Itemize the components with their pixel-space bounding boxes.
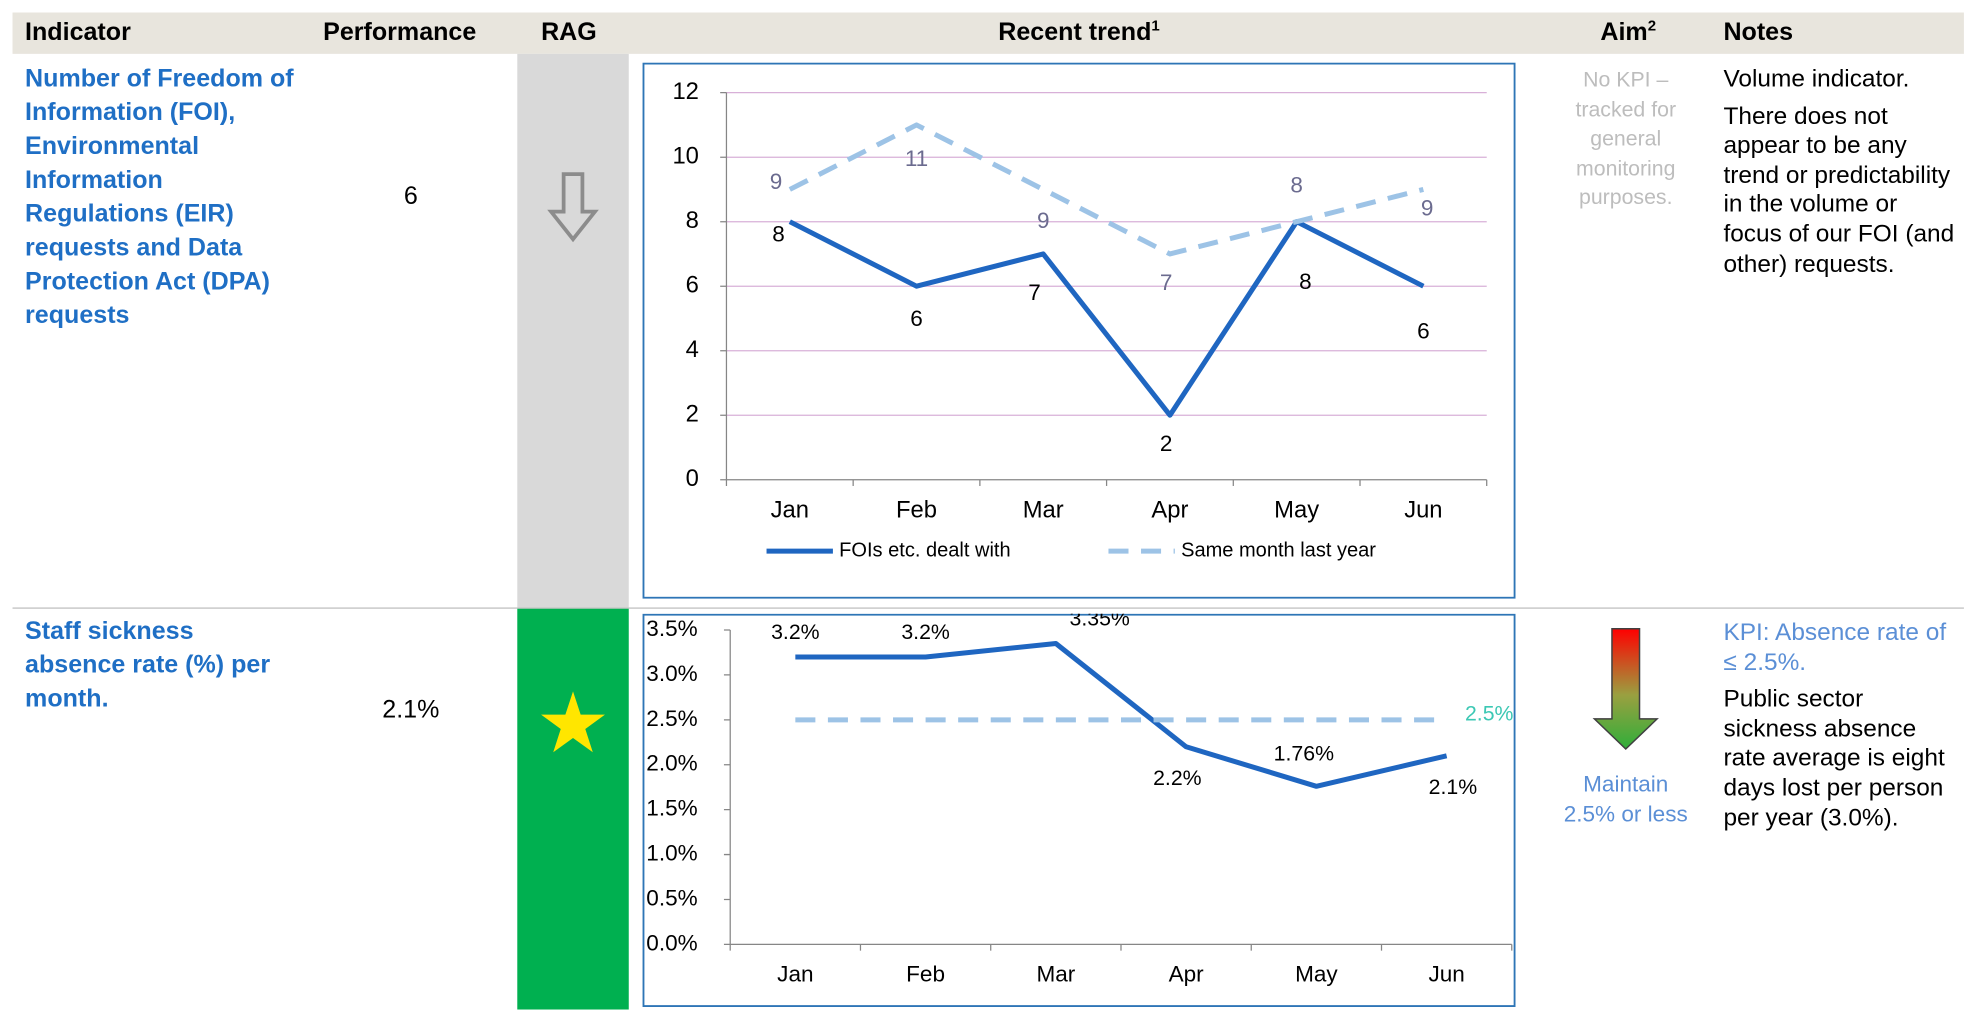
y-tick-label: 6	[686, 271, 699, 298]
data-label: 7	[1028, 280, 1041, 305]
data-label: 8	[1299, 269, 1312, 294]
indicator: Number of Freedom of Information (FOI), …	[25, 65, 294, 330]
x-tick-label: Mar	[1023, 496, 1064, 523]
aim-arrow	[1592, 628, 1659, 751]
down-arrow	[547, 172, 599, 243]
x-tick-label: May	[1274, 496, 1319, 523]
x-tick-label: Jan	[777, 962, 813, 987]
x-tick-label: May	[1295, 962, 1338, 987]
y-tick-label: 1.0%	[646, 841, 697, 866]
indicator: Staff sickness absence rate (%) per mont…	[25, 617, 271, 713]
data-label: 9	[1037, 208, 1050, 233]
notes: Volume indicator. There does not appear …	[1723, 65, 1961, 287]
y-tick-label: 0	[686, 465, 699, 492]
header: Performance	[323, 18, 477, 47]
trend-chart: 0.0% 0.5% 1.0% 1.5% 2.0% 2.5% 3.0% 3.5% Jan Feb Ma…	[642, 613, 1516, 1008]
data-label: 8	[1290, 173, 1303, 198]
y-tick-label: 8	[686, 207, 699, 234]
series-line	[795, 640, 1448, 789]
chart-frame	[642, 613, 1516, 1008]
performance: 6	[403, 182, 418, 211]
y-tick-label: 3.0%	[646, 661, 697, 686]
data-label: 2	[1160, 431, 1173, 456]
header-text: Recent trend	[998, 18, 1152, 47]
y-tick-label: 1.5%	[646, 796, 697, 821]
data-label: 9	[770, 169, 783, 194]
note: Public sector sickness absence rate aver…	[1723, 685, 1945, 832]
header: Aim2	[1566, 13, 1691, 54]
note: There does not appear to be any trend or…	[1723, 102, 1955, 278]
y-tick-label: 4	[686, 336, 699, 363]
footnote-mark: 2	[1647, 16, 1657, 35]
trend-chart: 0 2 4 6 8 10 12 Jan Feb Mar Apr May Jun 8 6 7 2 8 6 9 11 9 7 8 9…	[642, 62, 1516, 599]
x-tick-label: Apr	[1169, 962, 1205, 987]
legend-label: Same month last year	[1181, 539, 1376, 561]
y-tick-label: 12	[672, 78, 698, 105]
performance: 2.1%	[382, 696, 440, 724]
arrow-shape	[1592, 628, 1659, 751]
chart-frame	[642, 62, 1516, 599]
data-label: 6	[910, 306, 923, 331]
y-tick-label: 0.5%	[646, 885, 697, 910]
x-tick-label: Apr	[1151, 496, 1188, 523]
data-label: 2.5%	[1465, 701, 1514, 725]
x-tick-label: Jan	[771, 496, 809, 523]
data-label: 3.35%	[1070, 614, 1130, 631]
data-label: 9	[1421, 195, 1434, 220]
x-tick-label: Feb	[906, 962, 945, 987]
y-tick-label: 2.5%	[646, 706, 697, 731]
header: RAG	[541, 18, 597, 47]
data-label: 6	[1417, 318, 1430, 343]
header: Recent trend1	[643, 13, 1516, 54]
x-tick-label: Jun	[1404, 496, 1442, 523]
x-tick-label: Feb	[896, 496, 937, 523]
y-tick-label: 3.5%	[646, 616, 697, 641]
header-text: Aim	[1600, 18, 1648, 47]
data-label: 7	[1160, 270, 1173, 295]
y-tick-label: 2.0%	[646, 751, 697, 776]
note-kpi: KPI: Absence rate of ≤ 2.5%.	[1723, 618, 1947, 676]
rag-arrow	[547, 172, 599, 243]
aim: Maintain 2.5% or less	[1563, 771, 1688, 827]
data-label: 2.1%	[1429, 775, 1478, 799]
header-band	[12, 12, 1964, 54]
legend-label: FOIs etc. dealt with	[839, 539, 1010, 561]
footnote-mark: 1	[1151, 16, 1160, 35]
rag-cell	[517, 53, 629, 608]
note: Volume indicator.	[1723, 65, 1910, 93]
y-tick-label: 0.0%	[646, 930, 697, 955]
y-tick-label: 10	[672, 142, 698, 169]
y-tick-label: 2	[686, 400, 699, 427]
notes: KPI: Absence rate of ≤ 2.5%. Public sect…	[1723, 619, 1961, 841]
data-label: 8	[772, 221, 785, 246]
aim: No KPI – tracked for general monitoring …	[1575, 67, 1677, 210]
star	[541, 691, 605, 753]
header: Notes	[1723, 18, 1794, 47]
data-label: 2.2%	[1153, 766, 1202, 790]
data-label: 1.76%	[1274, 742, 1334, 766]
x-tick-label: Jun	[1428, 962, 1464, 987]
rag-star	[541, 691, 605, 753]
data-label: 3.2%	[771, 620, 820, 644]
rag-cell	[517, 608, 629, 1010]
data-label: 3.2%	[901, 620, 950, 644]
row-separator	[12, 607, 1964, 609]
data-label: 11	[905, 146, 928, 171]
series-line	[788, 219, 1425, 418]
header: Indicator	[25, 18, 131, 47]
x-tick-label: Mar	[1036, 962, 1075, 987]
